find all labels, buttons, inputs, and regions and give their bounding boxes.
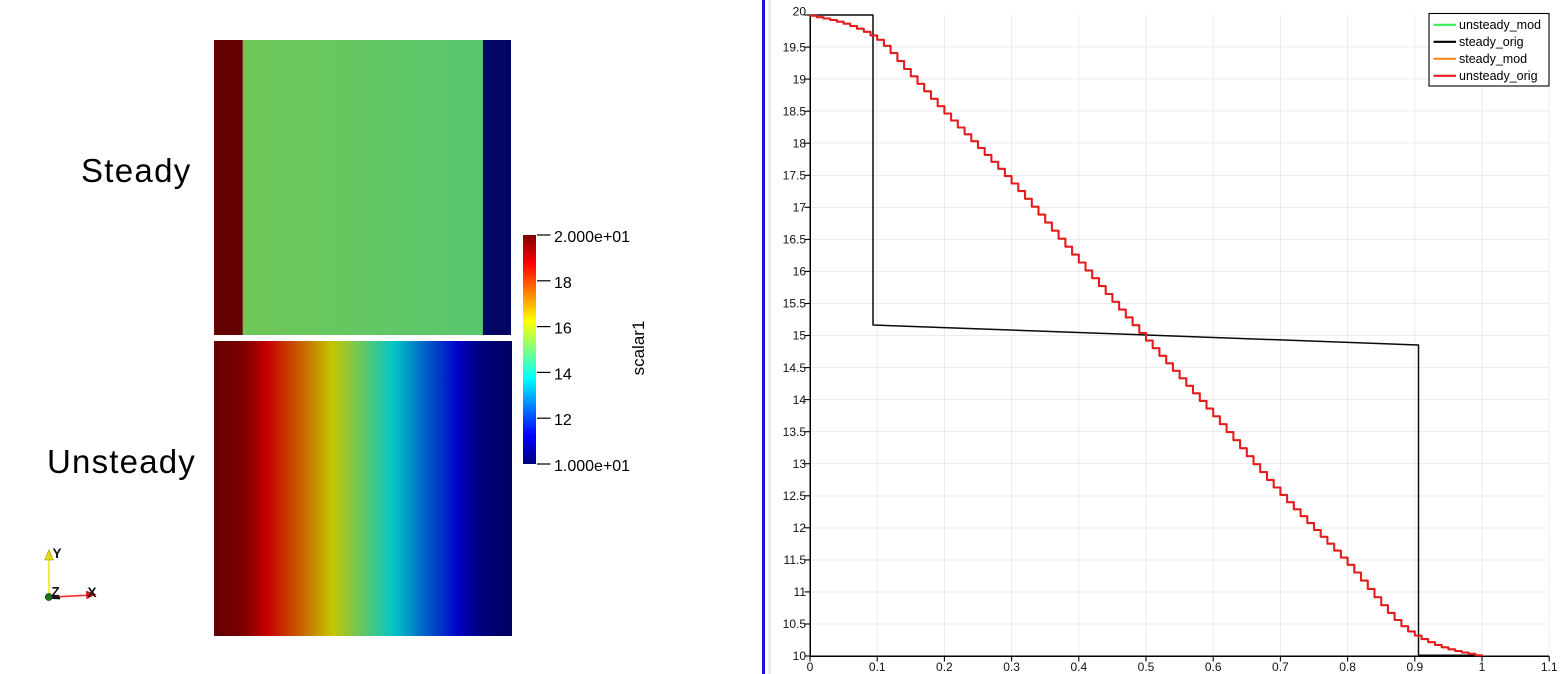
svg-text:10: 10 <box>793 649 807 663</box>
svg-text:10.5: 10.5 <box>783 617 807 631</box>
svg-text:13: 13 <box>793 457 807 471</box>
svg-text:15: 15 <box>793 329 807 343</box>
svg-text:16: 16 <box>793 265 807 279</box>
svg-text:20: 20 <box>793 5 807 19</box>
svg-text:19: 19 <box>793 72 807 86</box>
svg-text:unsteady_orig: unsteady_orig <box>1459 69 1538 83</box>
svg-text:12: 12 <box>554 412 572 429</box>
svg-text:X: X <box>88 585 97 600</box>
svg-text:11: 11 <box>794 585 807 599</box>
svg-text:14: 14 <box>793 393 807 407</box>
svg-text:11.5: 11.5 <box>784 553 807 567</box>
svg-text:16: 16 <box>554 321 572 338</box>
svg-text:0.8: 0.8 <box>1339 660 1356 674</box>
svg-text:steady_orig: steady_orig <box>1459 35 1524 49</box>
svg-text:12: 12 <box>793 521 807 535</box>
svg-text:1: 1 <box>1479 660 1486 674</box>
svg-text:1.000e+01: 1.000e+01 <box>554 458 630 475</box>
svg-text:18: 18 <box>554 275 572 292</box>
svg-text:18.5: 18.5 <box>783 104 807 118</box>
svg-text:0.2: 0.2 <box>936 660 953 674</box>
svg-text:0.6: 0.6 <box>1205 660 1222 674</box>
svg-text:18: 18 <box>793 136 807 150</box>
svg-text:15.5: 15.5 <box>783 297 807 311</box>
svg-text:0.3: 0.3 <box>1003 660 1020 674</box>
svg-text:0.1: 0.1 <box>869 660 886 674</box>
svg-text:scalar1: scalar1 <box>629 321 648 376</box>
svg-text:17.5: 17.5 <box>783 169 807 183</box>
svg-text:0.5: 0.5 <box>1138 660 1155 674</box>
svg-text:Y: Y <box>53 546 62 561</box>
svg-text:2.000e+01: 2.000e+01 <box>554 229 630 246</box>
svg-text:1.1: 1.1 <box>1541 660 1558 674</box>
svg-text:0.9: 0.9 <box>1406 660 1423 674</box>
svg-text:13.5: 13.5 <box>783 425 807 439</box>
svg-text:0.4: 0.4 <box>1070 660 1087 674</box>
svg-text:16.5: 16.5 <box>783 233 807 247</box>
svg-text:12.5: 12.5 <box>783 489 807 503</box>
svg-text:unsteady_mod: unsteady_mod <box>1459 18 1541 32</box>
svg-text:0: 0 <box>807 660 814 674</box>
svg-text:steady_mod: steady_mod <box>1459 52 1527 66</box>
svg-text:19.5: 19.5 <box>783 40 807 54</box>
svg-text:14: 14 <box>554 366 572 383</box>
svg-text:0.7: 0.7 <box>1272 660 1289 674</box>
svg-text:17: 17 <box>793 201 807 215</box>
svg-text:14.5: 14.5 <box>783 361 807 375</box>
svg-text:Z: Z <box>52 585 60 600</box>
